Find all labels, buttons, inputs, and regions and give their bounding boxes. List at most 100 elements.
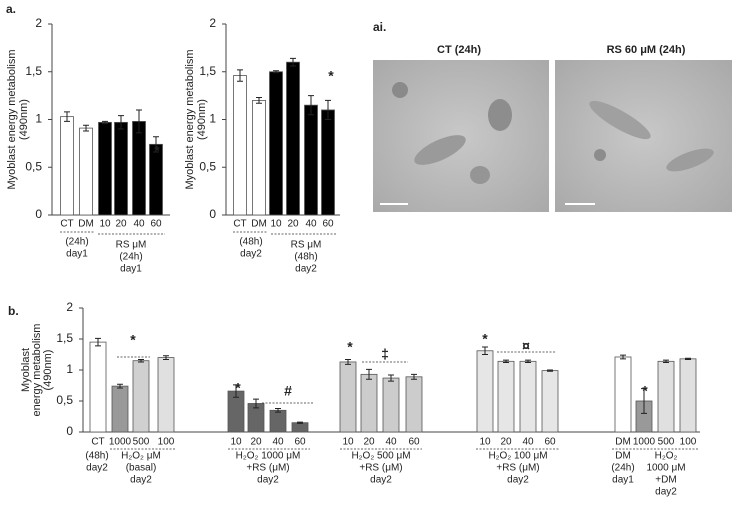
x-tick-label: DM — [251, 219, 267, 230]
y-tick-label: 0 — [66, 424, 73, 438]
y-tick-label: 1 — [209, 112, 216, 126]
bar — [476, 350, 494, 433]
group-label: H₂O₂ 100 μM — [488, 451, 547, 462]
group-label: +RS (μM) — [359, 463, 402, 474]
bar — [360, 373, 378, 433]
bar — [405, 376, 423, 433]
error-bar — [620, 354, 626, 360]
y-tick-label: 0,5 — [56, 393, 73, 407]
error-bar — [366, 368, 372, 380]
group-label: H₂O₂ — [655, 451, 678, 462]
error-bar — [117, 383, 123, 389]
x-tick-label: 60 — [544, 437, 556, 448]
error-bar — [64, 111, 70, 122]
error-bar — [273, 70, 279, 74]
y-tick-label: 0,5 — [199, 159, 216, 173]
error-bar — [641, 388, 647, 414]
error-bar — [275, 407, 281, 413]
bar — [60, 116, 74, 216]
group-label: day2 — [240, 249, 262, 260]
error-bar — [118, 115, 124, 130]
bar — [382, 377, 400, 433]
group-label: +RS (μM) — [246, 463, 289, 474]
group-label: day2 — [86, 463, 108, 474]
x-tick-label: 10 — [99, 219, 111, 230]
y-tick-label: 1 — [66, 362, 73, 376]
group-label: H₂O₂ 500 μM — [351, 451, 410, 462]
bar — [291, 422, 309, 433]
annotation: * — [482, 331, 488, 347]
x-tick-label: 20 — [363, 437, 375, 448]
group-label: day2 — [507, 475, 529, 486]
group-label: day1 — [612, 475, 634, 486]
x-tick-label: 10 — [230, 437, 242, 448]
x-tick-label: 10 — [342, 437, 354, 448]
group-label: H₂O₂ μM — [121, 451, 161, 462]
error-bar — [345, 358, 351, 365]
x-tick-label: 500 — [133, 437, 150, 448]
group-label: 1000 μM — [646, 463, 685, 474]
bar — [657, 360, 675, 433]
bar — [269, 409, 287, 433]
x-tick-label: DM — [615, 437, 631, 448]
error-bar — [547, 369, 553, 372]
x-tick-label: 40 — [385, 437, 397, 448]
y-tick-label: 2 — [209, 16, 216, 30]
error-bar — [411, 373, 417, 380]
x-tick-label: 60 — [150, 219, 162, 230]
y-axis-label: (490nm) — [196, 99, 208, 140]
x-tick-label: 1000 — [109, 437, 132, 448]
y-axis-label: (490nm) — [42, 350, 54, 391]
bar — [132, 121, 146, 216]
panel-label: b. — [8, 304, 19, 318]
x-tick-label: 100 — [680, 437, 697, 448]
bar — [114, 121, 128, 216]
error-bar — [138, 358, 144, 363]
bar — [98, 121, 112, 216]
error-bar — [388, 374, 394, 382]
error-bar — [253, 398, 259, 409]
annotation: ¤ — [522, 338, 530, 354]
error-bar — [256, 97, 262, 104]
y-tick-label: 1,5 — [56, 331, 73, 345]
group-label: day1 — [66, 249, 88, 260]
x-tick-label: 20 — [115, 219, 127, 230]
group-label: RS μM — [291, 240, 322, 251]
error-bar — [290, 57, 296, 67]
x-tick-label: 20 — [500, 437, 512, 448]
image-title: RS 60 μM (24h) — [607, 44, 686, 56]
error-bar — [233, 384, 239, 398]
group-label: (24h) — [65, 237, 88, 248]
error-bar — [525, 359, 531, 364]
error-bar — [136, 109, 142, 134]
bar — [321, 109, 335, 216]
y-tick-label: 0 — [35, 207, 42, 221]
group-label: day2 — [130, 475, 152, 486]
error-bar — [482, 346, 488, 355]
micrograph-rs — [555, 60, 732, 212]
y-axis-label: Myoblast energy metabolism — [6, 49, 18, 189]
bar — [339, 361, 357, 433]
error-bar — [83, 124, 89, 132]
x-tick-label: 60 — [322, 219, 334, 230]
y-tick-label: 2 — [66, 300, 73, 314]
error-bar — [325, 99, 331, 120]
bar — [111, 385, 129, 433]
annotation: * — [642, 383, 648, 399]
group-label: +DM — [655, 475, 676, 486]
y-axis-label: energy metabolism — [31, 324, 43, 417]
error-bar — [163, 355, 169, 360]
annotation: * — [328, 68, 334, 84]
group-label: (basal) — [126, 463, 157, 474]
group-label: +RS (μM) — [496, 463, 539, 474]
annotation: # — [284, 383, 292, 399]
annotation: * — [130, 332, 136, 348]
panel-label: a. — [6, 2, 16, 16]
x-tick-label: 60 — [294, 437, 306, 448]
x-tick-label: CT — [233, 219, 246, 230]
bar — [286, 61, 300, 216]
group-label: day2 — [295, 264, 317, 275]
bar — [541, 370, 559, 433]
bar — [269, 71, 283, 216]
